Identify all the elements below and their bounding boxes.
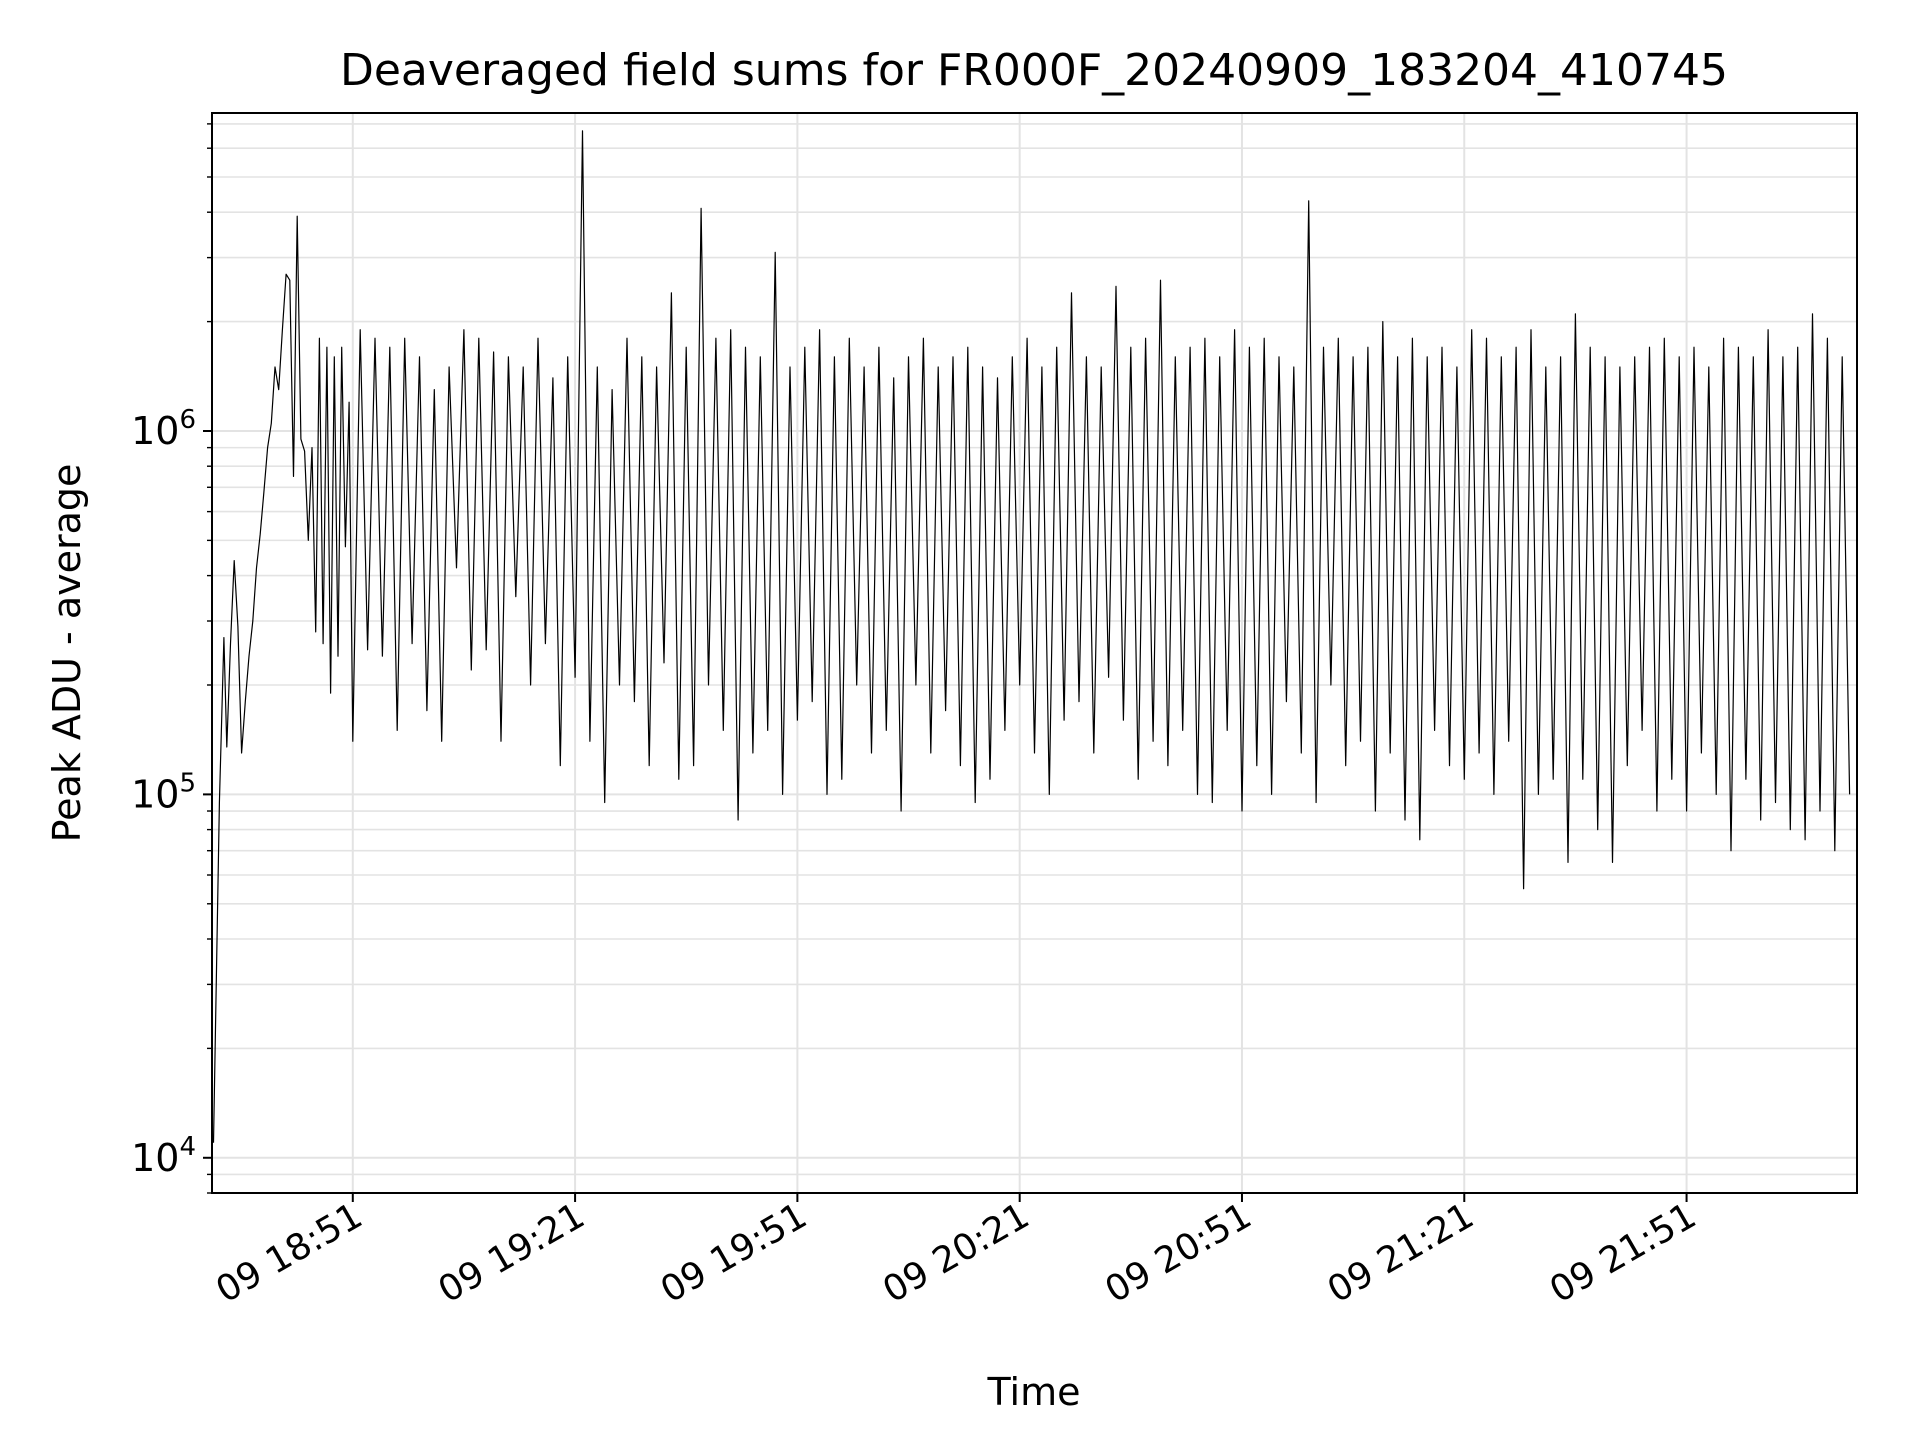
y-axis-label: Peak ADU - average bbox=[45, 464, 89, 843]
series-line bbox=[212, 130, 1851, 1143]
y-tick-label: 105 bbox=[131, 768, 196, 816]
y-tick-label: 106 bbox=[131, 405, 196, 453]
plot-frame bbox=[211, 112, 1858, 1194]
grid bbox=[212, 113, 1857, 1194]
x-axis-label: Time bbox=[987, 1370, 1081, 1414]
chart-title: Deaveraged field sums for FR000F_2024090… bbox=[340, 45, 1728, 96]
y-tick-label: 104 bbox=[131, 1132, 196, 1180]
